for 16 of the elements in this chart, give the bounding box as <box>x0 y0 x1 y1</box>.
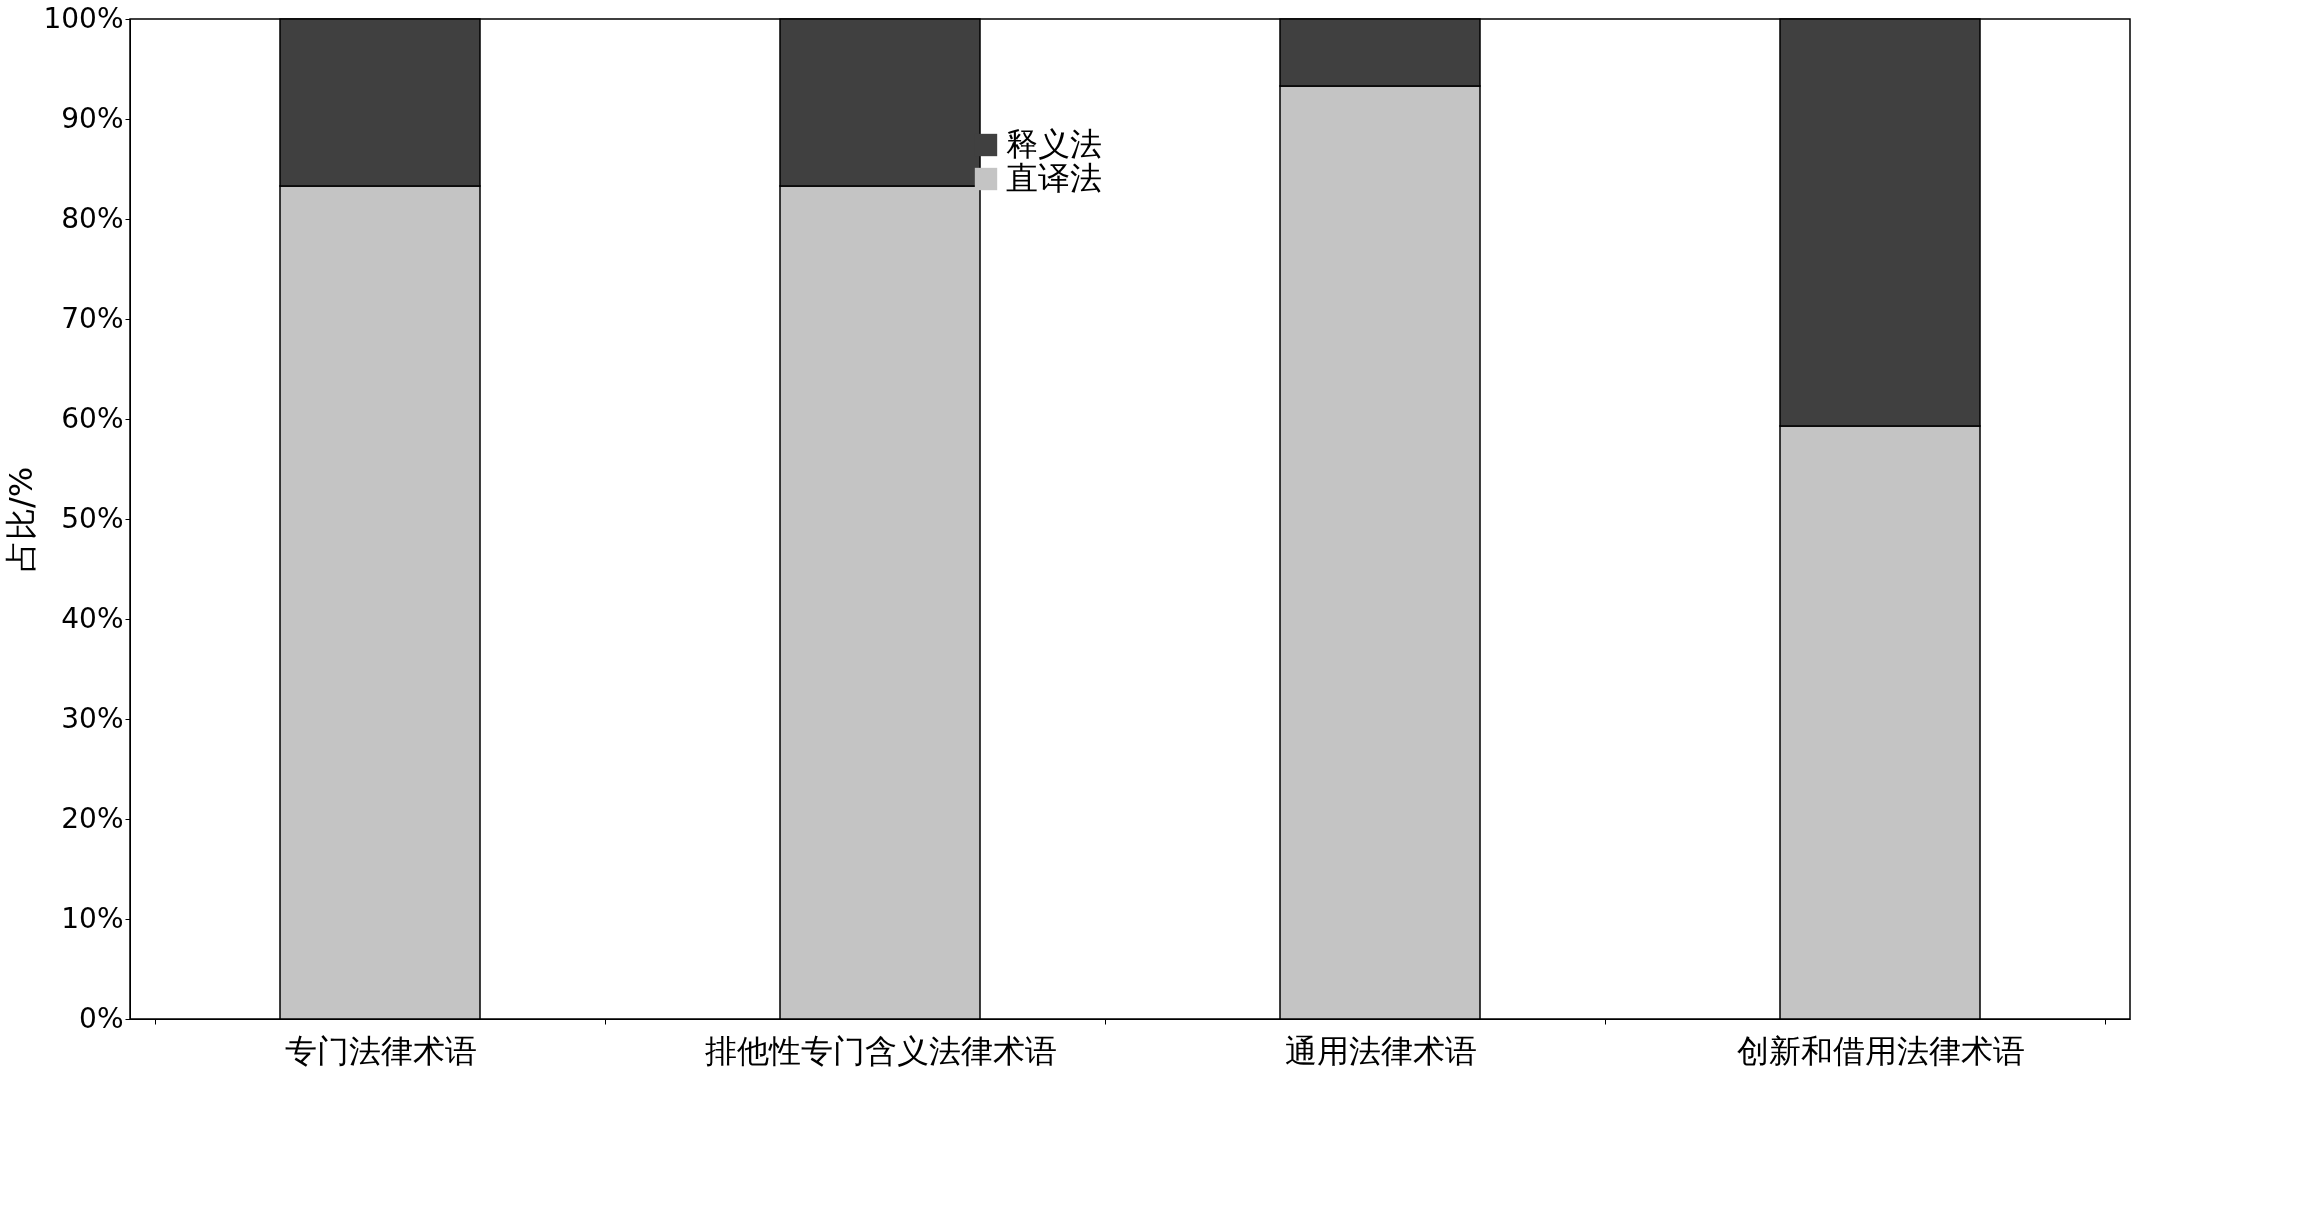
y-tick-label: 60% <box>61 401 124 435</box>
y-tick-label: 20% <box>61 801 124 835</box>
y-axis-title: 占比/% <box>2 466 41 573</box>
x-tick-label: 创新和借用法律术语 <box>1736 1031 2025 1070</box>
x-tick-label: 排他性专门含义法律术语 <box>704 1031 1057 1070</box>
y-tick-label: 0% <box>79 1001 124 1035</box>
x-tick-label: 通用法律术语 <box>1284 1031 1477 1070</box>
y-tick-label: 30% <box>61 701 124 735</box>
y-tick-label: 50% <box>61 501 124 535</box>
y-tick-label: 100% <box>43 1 124 35</box>
y-tick-label: 80% <box>61 201 124 235</box>
y-tick-label: 90% <box>61 101 124 135</box>
x-tick-label: 专门法律术语 <box>284 1031 477 1070</box>
y-tick-label: 10% <box>61 901 124 935</box>
y-tick-label: 70% <box>61 301 124 335</box>
y-tick-label: 40% <box>61 601 124 635</box>
